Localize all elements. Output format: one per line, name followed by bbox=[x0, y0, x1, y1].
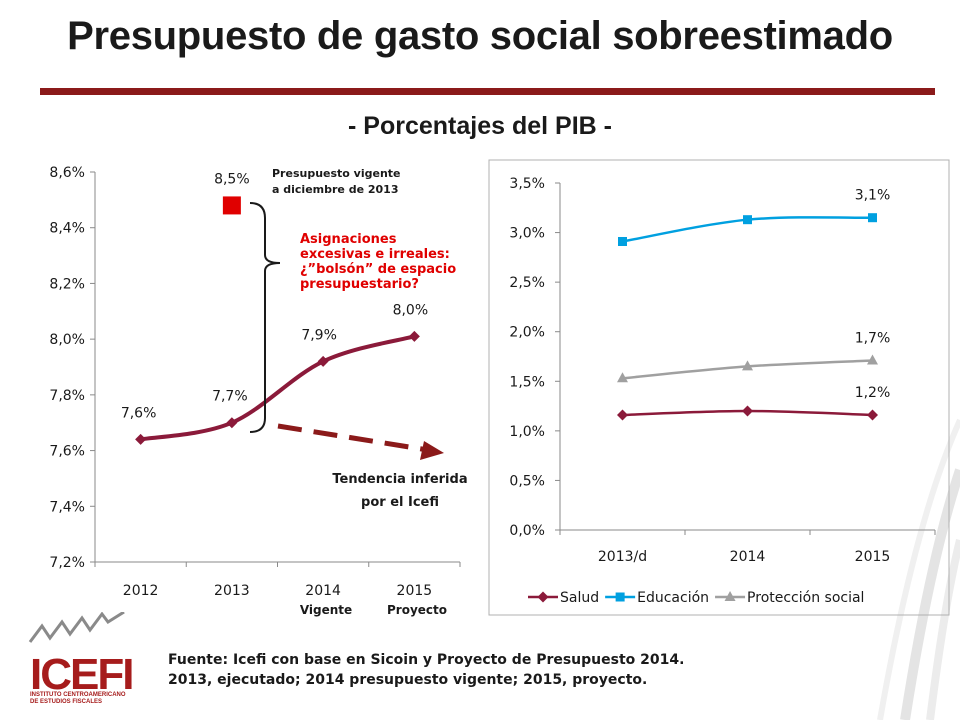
right-y-tick-label: 0,0% bbox=[509, 523, 545, 539]
point-Educación bbox=[868, 213, 877, 223]
trend-arrow-line bbox=[277, 423, 429, 453]
tendencia-line-2: por el Icefi bbox=[361, 495, 439, 510]
left-y-tick-label: 8,2% bbox=[49, 276, 85, 292]
left-point bbox=[226, 417, 238, 429]
point-Salud bbox=[617, 409, 628, 421]
point-Protección social bbox=[617, 372, 628, 383]
legend-label-Protección social: Protección social bbox=[747, 590, 864, 606]
source-line-1: Fuente: Icefi con base en Sicoin y Proye… bbox=[168, 652, 685, 668]
source-line-2: 2013, ejecutado; 2014 presupuesto vigent… bbox=[168, 672, 648, 688]
left-series-line bbox=[140, 334, 415, 442]
vigente-label-line-1: Presupuesto vigente bbox=[272, 167, 401, 180]
legend-marker-Protección social bbox=[724, 591, 736, 601]
asignaciones-line-2: excesivas e irreales: bbox=[300, 247, 450, 262]
left-axes: 7,2% 7,4% 7,6% 7,8% 8,0% 8,2% 8,4% 8,6% 2012 2013… bbox=[49, 165, 461, 599]
right-y-tick-label: 2,0% bbox=[509, 325, 545, 341]
legend-marker-Educación bbox=[615, 592, 625, 602]
right-axes: 0,0% 0,5% 1,0% 1,5% 2,0% 2,5% 3,0% 3,5% 2013/d 20… bbox=[488, 159, 950, 616]
left-y-tick-label: 7,2% bbox=[49, 555, 85, 571]
left-y-tick-label: 7,6% bbox=[49, 444, 85, 460]
legend-marker-Salud bbox=[537, 591, 549, 603]
trend-arrow-head bbox=[420, 441, 444, 460]
right-x-tick-label: 2014 bbox=[730, 549, 766, 565]
data-label-Protección social: 1,7% bbox=[855, 330, 891, 346]
logo-subtitle: INSTITUTO CENTROAMERICANO DE ESTUDIOS FI… bbox=[30, 692, 126, 705]
title-divider bbox=[40, 88, 935, 95]
vigente-tick-note: Vigente bbox=[300, 603, 352, 617]
page-subtitle: - Porcentajes del PIB - bbox=[348, 112, 612, 140]
left-y-tick-label: 8,0% bbox=[49, 332, 85, 348]
left-data-label: 7,7% bbox=[212, 389, 248, 405]
left-x-tick-label: 2015 bbox=[397, 583, 433, 599]
right-x-tick-label: 2013/d bbox=[598, 549, 647, 565]
asignaciones-line-3: ¿”bolsón” de espacio bbox=[300, 262, 456, 277]
data-label-Educación: 3,1% bbox=[855, 188, 891, 204]
right-y-tick-label: 0,5% bbox=[509, 473, 545, 489]
point-Educación bbox=[618, 236, 627, 246]
left-point bbox=[317, 355, 329, 367]
left-y-tick-label: 7,8% bbox=[49, 388, 85, 404]
asignaciones-line-1: Asignaciones bbox=[300, 232, 397, 247]
left-y-tick-label: 8,6% bbox=[49, 165, 85, 181]
right-y-tick-label: 1,5% bbox=[509, 374, 545, 390]
left-x-tick-label: 2012 bbox=[123, 583, 159, 599]
vigente-label-line-2: a diciembre de 2013 bbox=[272, 183, 398, 196]
left-marks: 7,6% 7,7% 7,9% 8,0% 8,5% bbox=[121, 171, 428, 445]
legend-label-Educación: Educación bbox=[637, 590, 709, 606]
vigente-point bbox=[222, 196, 241, 215]
point-Educación bbox=[743, 215, 752, 225]
left-y-tick-label: 7,4% bbox=[49, 499, 85, 515]
right-y-tick-label: 1,0% bbox=[509, 424, 545, 440]
right-y-tick-label: 2,5% bbox=[509, 275, 545, 291]
right-x-tick-label: 2015 bbox=[855, 549, 891, 565]
brace-bracket bbox=[249, 202, 281, 433]
left-data-label: 8,0% bbox=[393, 302, 429, 318]
left-y-tick-label: 8,4% bbox=[49, 221, 85, 237]
left-x-tick-label: 2014 bbox=[305, 583, 341, 599]
point-Salud bbox=[867, 409, 878, 421]
left-data-label: 7,6% bbox=[121, 405, 157, 421]
left-annotations: Presupuesto vigente a diciembre de 2013 … bbox=[249, 167, 468, 617]
vigente-data-label: 8,5% bbox=[214, 171, 250, 187]
legend-label-Salud: Salud bbox=[560, 590, 599, 606]
point-Salud bbox=[742, 405, 753, 417]
right-y-tick-label: 3,5% bbox=[509, 176, 545, 192]
tendencia-line-1: Tendencia inferida bbox=[332, 472, 467, 487]
point-Protección social bbox=[742, 360, 753, 371]
icefi-logo bbox=[28, 612, 125, 643]
left-point bbox=[408, 330, 420, 342]
proyecto-tick-note: Proyecto bbox=[387, 603, 447, 617]
left-point bbox=[135, 433, 147, 445]
right-marks: 1,2% 3,1% 1,7% bbox=[617, 188, 890, 421]
logo-wordmark: ICEFI bbox=[30, 650, 134, 699]
data-label-Salud: 1,2% bbox=[855, 385, 891, 401]
source-note: Fuente: Icefi con base en Sicoin y Proye… bbox=[168, 650, 684, 690]
right-y-tick-label: 3,0% bbox=[509, 226, 545, 242]
left-x-tick-label: 2013 bbox=[214, 583, 250, 599]
point-Protección social bbox=[867, 354, 878, 365]
right-legend: Salud Educación Protección social bbox=[528, 590, 864, 606]
asignaciones-line-4: presupuestario? bbox=[300, 277, 419, 292]
left-data-label: 7,9% bbox=[301, 327, 337, 343]
right-plot-frame bbox=[488, 159, 950, 616]
page-title: Presupuesto de gasto social sobreestimad… bbox=[67, 14, 893, 58]
